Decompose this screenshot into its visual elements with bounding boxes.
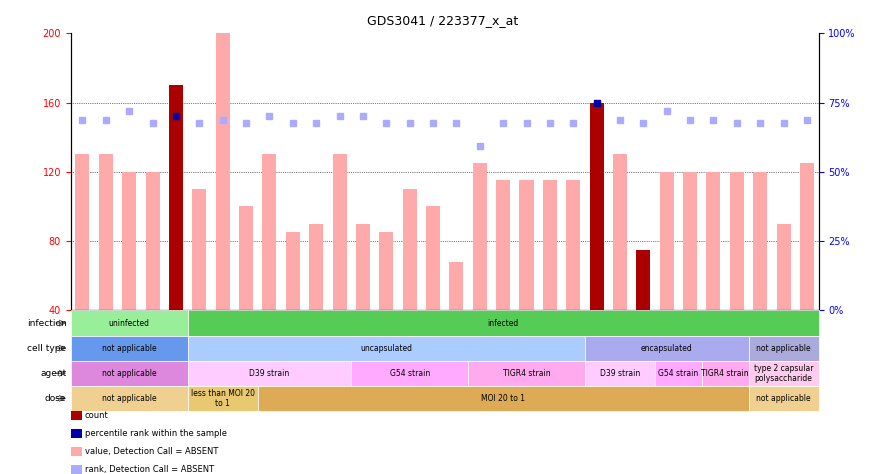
Text: type 2 capsular
polysaccharide: type 2 capsular polysaccharide xyxy=(754,364,813,383)
Text: D39 strain: D39 strain xyxy=(600,369,640,378)
Text: TIGR4 strain: TIGR4 strain xyxy=(503,369,550,378)
Bar xyxy=(496,181,510,310)
Bar xyxy=(122,172,136,310)
Text: cell type: cell type xyxy=(27,344,66,353)
Text: MOI 20 to 1: MOI 20 to 1 xyxy=(481,394,525,403)
Bar xyxy=(380,232,393,310)
Text: dose: dose xyxy=(45,394,66,403)
Bar xyxy=(239,207,253,310)
Text: not applicable: not applicable xyxy=(757,344,811,353)
Text: encapsulated: encapsulated xyxy=(641,344,693,353)
Bar xyxy=(216,33,230,310)
Bar xyxy=(613,155,627,310)
Bar xyxy=(753,172,767,310)
Text: GDS3041 / 223377_x_at: GDS3041 / 223377_x_at xyxy=(367,14,518,27)
Bar xyxy=(776,224,790,310)
Text: uncapsulated: uncapsulated xyxy=(360,344,412,353)
Text: count: count xyxy=(85,411,109,420)
Text: infection: infection xyxy=(27,319,66,328)
Bar xyxy=(192,189,206,310)
Bar xyxy=(730,172,744,310)
Text: uninfected: uninfected xyxy=(109,319,150,328)
Text: agent: agent xyxy=(40,369,66,378)
Bar xyxy=(75,155,89,310)
Bar xyxy=(473,163,487,310)
Bar xyxy=(263,155,276,310)
Bar xyxy=(286,232,300,310)
Text: TIGR4 strain: TIGR4 strain xyxy=(701,369,749,378)
Bar xyxy=(309,224,323,310)
Text: not applicable: not applicable xyxy=(102,369,157,378)
Bar xyxy=(543,181,557,310)
Text: not applicable: not applicable xyxy=(757,394,811,403)
Bar xyxy=(800,163,814,310)
Bar xyxy=(659,172,673,310)
Bar xyxy=(145,172,159,310)
Bar xyxy=(636,250,650,310)
Text: not applicable: not applicable xyxy=(102,394,157,403)
Bar xyxy=(356,224,370,310)
Text: less than MOI 20
to 1: less than MOI 20 to 1 xyxy=(190,389,255,408)
Bar xyxy=(403,189,417,310)
Bar xyxy=(450,262,464,310)
Text: rank, Detection Call = ABSENT: rank, Detection Call = ABSENT xyxy=(85,465,214,474)
Bar xyxy=(169,85,183,310)
Bar xyxy=(99,155,113,310)
Text: percentile rank within the sample: percentile rank within the sample xyxy=(85,429,227,438)
Bar xyxy=(426,207,440,310)
Text: value, Detection Call = ABSENT: value, Detection Call = ABSENT xyxy=(85,447,219,456)
Text: not applicable: not applicable xyxy=(102,344,157,353)
Text: G54 strain: G54 strain xyxy=(389,369,430,378)
Text: G54 strain: G54 strain xyxy=(658,369,698,378)
Bar xyxy=(683,172,697,310)
Text: D39 strain: D39 strain xyxy=(250,369,289,378)
Text: infected: infected xyxy=(488,319,519,328)
Bar xyxy=(333,155,347,310)
Bar xyxy=(566,181,581,310)
Bar xyxy=(706,172,720,310)
Bar xyxy=(519,181,534,310)
Bar xyxy=(589,102,604,310)
